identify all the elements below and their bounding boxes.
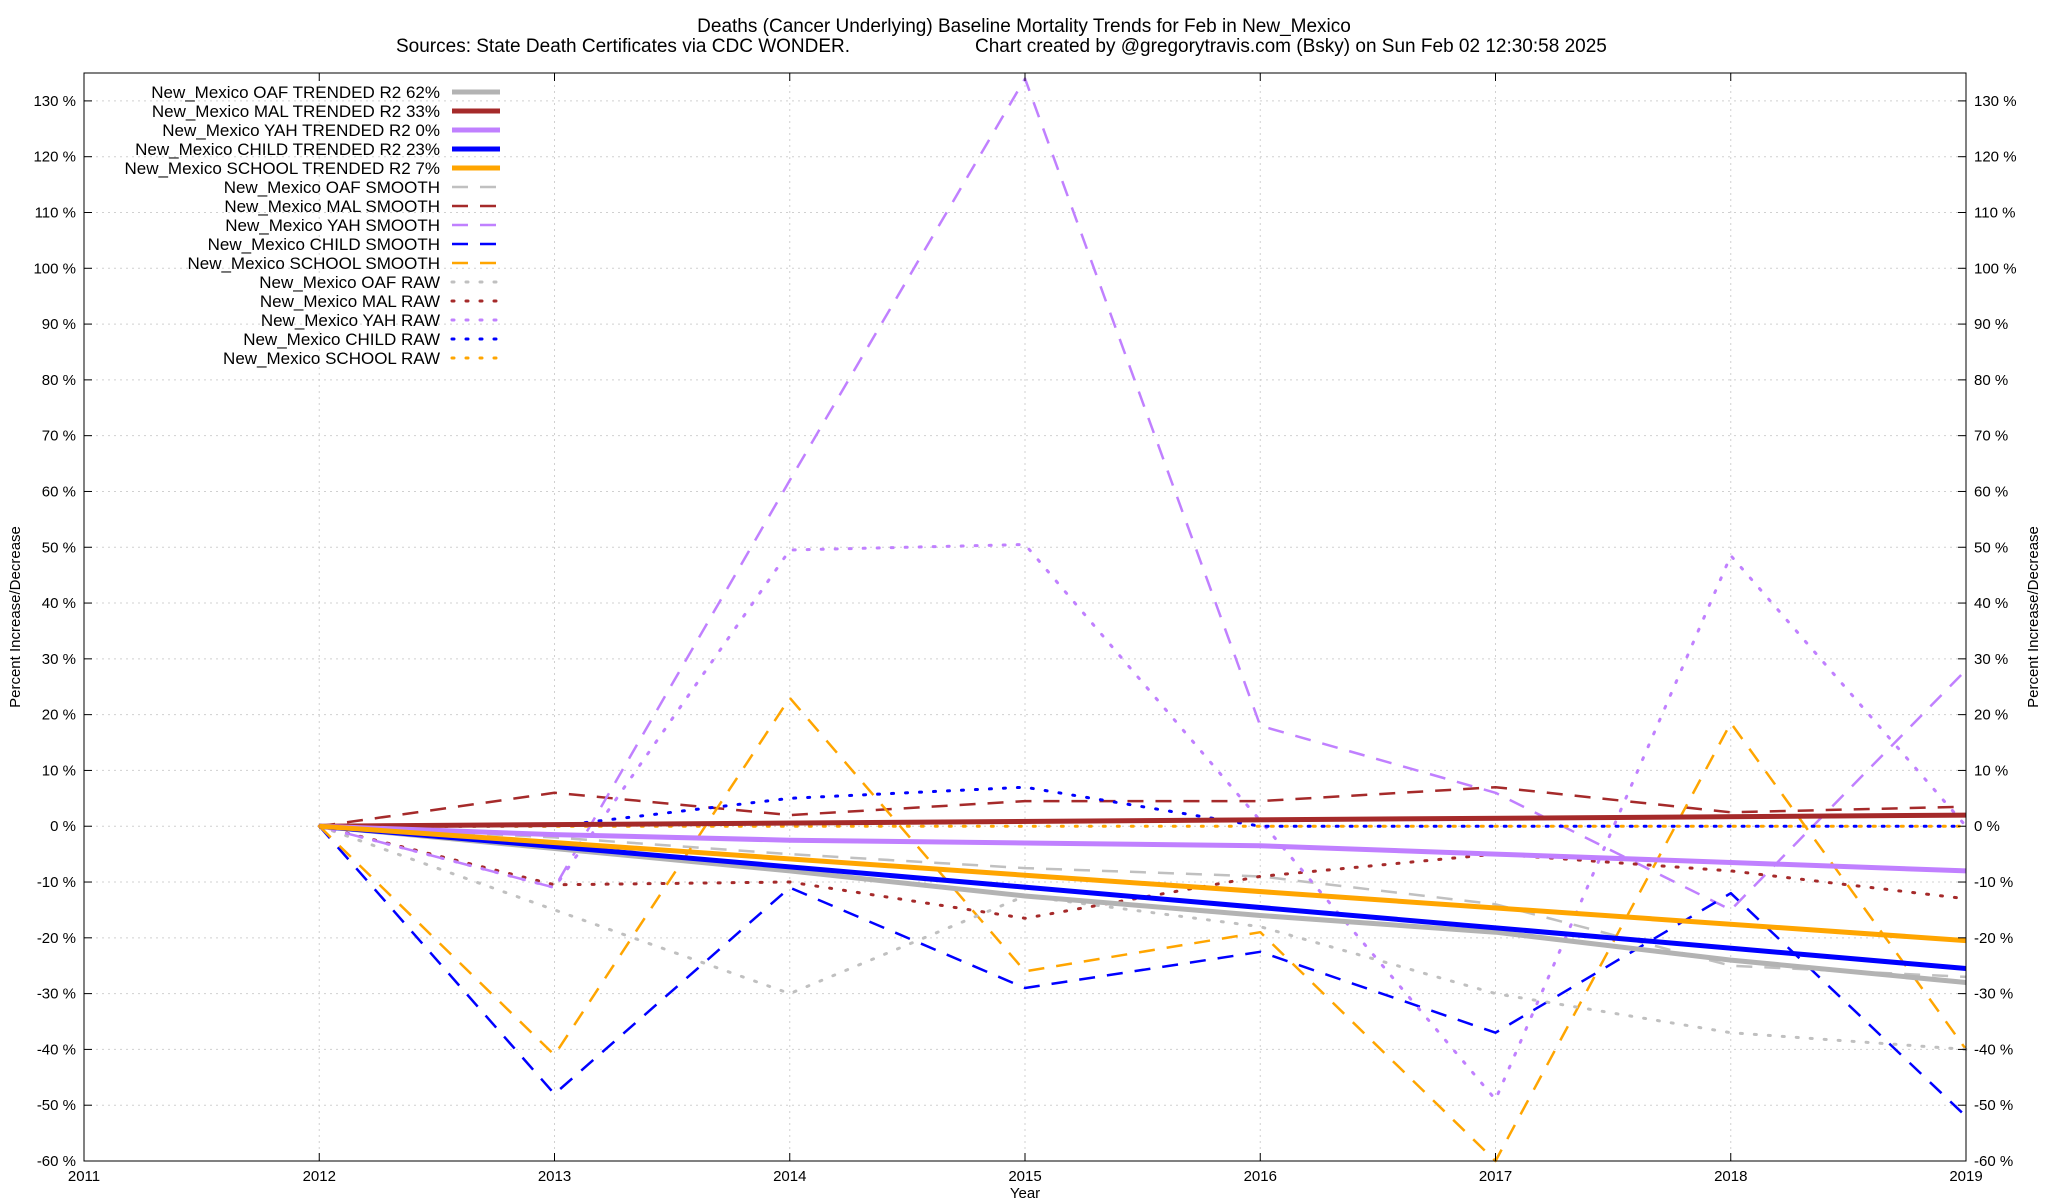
x-tick-label: 2011 [68,1168,100,1185]
y-tick-label: 70 % [42,428,76,445]
x-tick-label: 2014 [773,1168,806,1185]
y-tick-label: 100 % [33,260,76,277]
legend-label: New_Mexico SCHOOL SMOOTH [187,254,440,273]
y-tick-label-right: -20 % [1974,930,2013,947]
y-tick-label-right: -40 % [1974,1041,2013,1058]
legend-label: New_Mexico SCHOOL TRENDED R2 7% [124,159,440,178]
legend-label: New_Mexico CHILD TRENDED R2 23% [135,140,440,159]
series-line-7 [318,77,1967,912]
series-line-6 [319,785,1967,828]
legend-label: New_Mexico OAF TRENDED R2 62% [151,83,440,102]
y-tick-label: 20 % [42,707,76,724]
y-tick-label: 10 % [42,762,76,779]
y-tick-label-right: -50 % [1974,1097,2013,1114]
x-tick-label: 2016 [1244,1168,1277,1185]
x-tick-label: 2019 [1949,1168,1982,1185]
series-line-11 [317,824,1968,920]
series-line-3 [319,823,1967,971]
y-tick-label-right: -10 % [1974,874,2013,891]
chart-subtitle-left: Sources: State Death Certificates via CD… [396,36,850,57]
y-tick-label: -20 % [37,930,76,947]
y-tick-label-right: -30 % [1974,986,2013,1003]
legend-label: New_Mexico OAF RAW [259,273,440,292]
series-line-8 [318,825,1967,1118]
y-tick-label: 90 % [42,316,76,333]
y-tick-label-right: 30 % [1974,651,2008,668]
y-tick-label: 0 % [50,818,76,835]
y-tick-label-right: 80 % [1974,372,2008,389]
chart-subtitle-right: Chart created by @gregorytravis.com (Bsk… [975,36,1607,57]
y-tick-label-right: 120 % [1974,149,2017,166]
y-tick-label-right: 20 % [1974,707,2008,724]
series-line-4 [319,823,1967,944]
y-tick-label-right: -60 % [1974,1153,2013,1170]
x-tick-label: 2018 [1714,1168,1747,1185]
x-tick-label: 2012 [303,1168,336,1185]
y-tick-label: -30 % [37,986,76,1003]
series-line-2 [319,823,1967,874]
legend-label: New_Mexico MAL SMOOTH [224,197,440,216]
y-tick-label: 40 % [42,595,76,612]
legend-label: New_Mexico CHILD RAW [243,330,440,349]
legend-label: New_Mexico CHILD SMOOTH [208,235,440,254]
x-axis-label: Year [1010,1185,1040,1200]
y-tick-label: -10 % [37,874,76,891]
y-tick-label: -40 % [37,1041,76,1058]
legend-label: New_Mexico YAH SMOOTH [225,216,440,235]
y-tick-label: 80 % [42,372,76,389]
legend-label: New_Mexico MAL RAW [260,292,440,311]
y-tick-label: 110 % [35,204,76,221]
tick-layer: 2011 2012 2013 2014 2015 2016 2017 2018 2019 130 … [33,73,2017,1185]
y-tick-label-right: 50 % [1974,539,2008,556]
y-tick-label-right: 90 % [1974,316,2008,333]
y-axis-label-right: Percent Increase/Decrease [2025,526,2042,708]
legend-label: New_Mexico MAL TRENDED R2 33% [152,102,440,121]
legend: New_Mexico OAF TRENDED R2 62%New_Mexico … [124,83,502,368]
y-axis-label: Percent Increase/Decrease [7,526,24,708]
y-tick-label: 120 % [33,149,76,166]
series-line-13 [317,785,1968,828]
y-tick-label-right: 110 % [1974,204,2015,221]
y-tick-label-right: 60 % [1974,483,2008,500]
series-layer [317,77,1968,1163]
x-tick-label: 2013 [538,1168,571,1185]
y-tick-label: 30 % [42,651,76,668]
y-tick-label-right: 130 % [1974,93,2017,110]
chart-title: Deaths (Cancer Underlying) Baseline Mort… [697,16,1351,37]
y-tick-label: -50 % [37,1097,76,1114]
legend-label: New_Mexico OAF SMOOTH [224,178,440,197]
x-tick-label: 2017 [1479,1168,1512,1185]
y-tick-label-right: 70 % [1974,428,2008,445]
legend-label: New_Mexico YAH TRENDED R2 0% [162,121,440,140]
series-line-1 [319,812,1967,829]
x-tick-label: 2015 [1008,1168,1041,1185]
y-tick-label: 130 % [33,93,76,110]
y-tick-label: 50 % [42,539,76,556]
y-tick-label-right: 100 % [1974,260,2017,277]
y-tick-label: 60 % [42,483,76,500]
y-tick-label-right: 40 % [1974,595,2008,612]
legend-label: New_Mexico SCHOOL RAW [223,349,440,368]
series-line-9 [318,696,1968,1163]
y-tick-label-right: 10 % [1974,762,2008,779]
y-tick-label: -60 % [37,1153,76,1170]
y-tick-label-right: 0 % [1974,818,2000,835]
legend-label: New_Mexico YAH RAW [261,311,440,330]
